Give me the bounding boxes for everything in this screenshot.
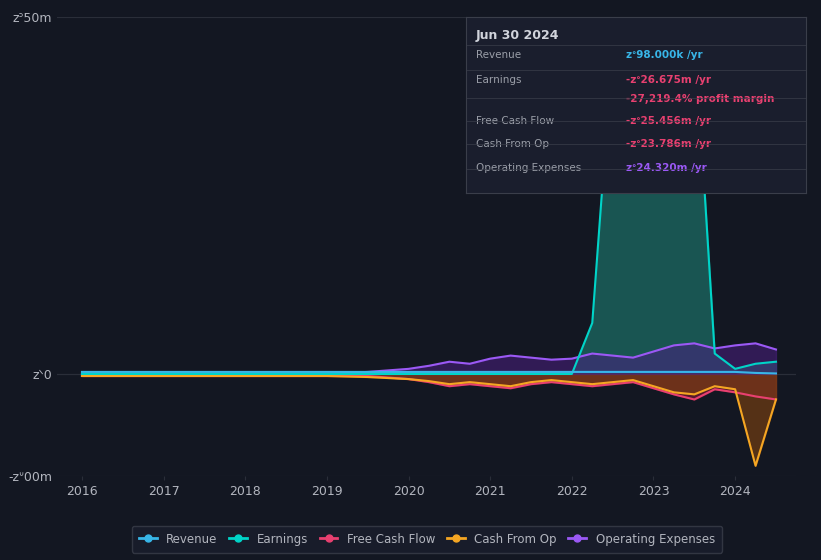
Text: Earnings: Earnings xyxy=(475,75,521,85)
Text: zᐤ24.320m /yr: zᐤ24.320m /yr xyxy=(626,163,706,173)
Text: -zᐤ23.786m /yr: -zᐤ23.786m /yr xyxy=(626,138,711,148)
Text: zᐤ98.000k /yr: zᐤ98.000k /yr xyxy=(626,50,702,60)
Text: -27,219.4% profit margin: -27,219.4% profit margin xyxy=(626,95,774,104)
Legend: Revenue, Earnings, Free Cash Flow, Cash From Op, Operating Expenses: Revenue, Earnings, Free Cash Flow, Cash … xyxy=(132,526,722,553)
Text: Operating Expenses: Operating Expenses xyxy=(475,163,581,173)
Text: Free Cash Flow: Free Cash Flow xyxy=(475,115,554,125)
Text: Cash From Op: Cash From Op xyxy=(475,138,548,148)
Text: Revenue: Revenue xyxy=(475,50,521,60)
Text: -zᐤ25.456m /yr: -zᐤ25.456m /yr xyxy=(626,115,711,125)
Text: Jun 30 2024: Jun 30 2024 xyxy=(475,29,559,42)
Text: -zᐤ26.675m /yr: -zᐤ26.675m /yr xyxy=(626,75,711,85)
